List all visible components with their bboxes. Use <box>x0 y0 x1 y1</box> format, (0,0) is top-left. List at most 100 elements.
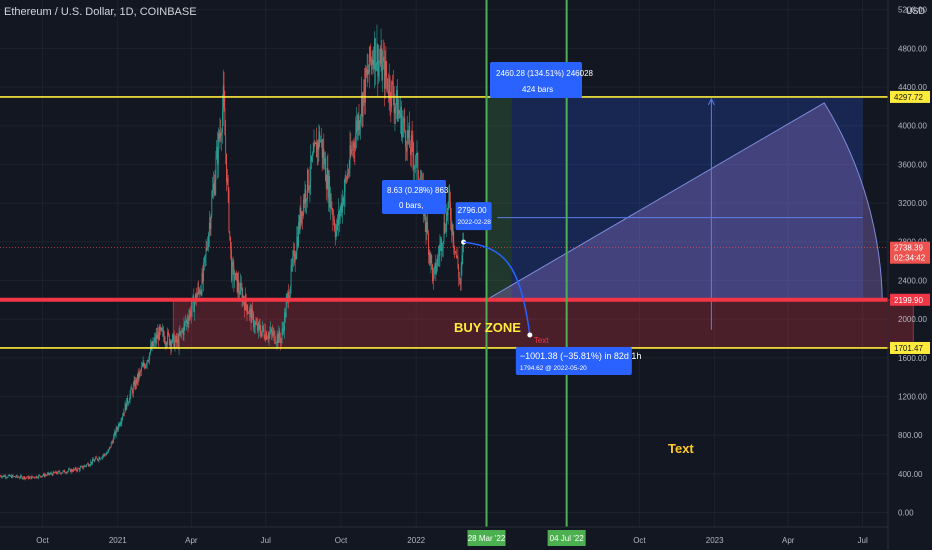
candle-body <box>30 476 32 479</box>
candle-body <box>76 470 78 471</box>
candle-body <box>383 56 385 89</box>
candle-body <box>108 449 110 452</box>
candle-body <box>282 328 284 329</box>
candle-body <box>446 212 447 232</box>
candle-body <box>78 468 79 469</box>
candle-body <box>75 467 77 471</box>
candle-body <box>164 342 166 344</box>
candle-body <box>114 432 116 436</box>
candle-body <box>238 280 240 291</box>
candle-body <box>230 236 231 250</box>
candle-body <box>379 60 380 63</box>
candle-body <box>280 338 281 343</box>
candle-body <box>416 153 418 156</box>
candle-body <box>279 330 281 339</box>
candle-body <box>222 109 223 134</box>
candle-body <box>392 84 394 101</box>
candle-body <box>24 476 25 479</box>
candle-body <box>455 251 457 256</box>
candle-body <box>285 302 287 317</box>
candle-body <box>96 458 98 460</box>
candle-body <box>92 459 94 461</box>
candle-body <box>11 475 13 478</box>
candle-body <box>277 334 279 343</box>
candle-body <box>117 429 119 430</box>
candle-body <box>189 310 191 317</box>
candle-body <box>124 403 126 413</box>
candle-body <box>27 476 29 478</box>
candle-body <box>235 272 236 280</box>
candle-body <box>195 293 196 302</box>
candle-body <box>301 211 303 223</box>
candle-body <box>450 220 452 232</box>
candles <box>0 24 465 481</box>
candle-body <box>452 224 454 242</box>
candle-body <box>258 322 260 326</box>
candle-body <box>395 104 397 108</box>
candle-body <box>141 367 142 372</box>
candle-body <box>224 107 226 136</box>
candle-body <box>232 262 234 266</box>
candle-body <box>33 477 35 478</box>
price-tick-label: 4800.00 <box>898 44 927 53</box>
candle-body <box>93 460 95 462</box>
candle-body <box>45 474 47 476</box>
candle-body <box>415 155 417 167</box>
candle-body <box>326 168 328 189</box>
candle-body <box>329 193 331 208</box>
candle-body <box>248 312 249 314</box>
candle-body <box>144 365 146 369</box>
candle-body <box>274 331 276 343</box>
price-tick-label: 800.00 <box>898 431 923 440</box>
candle-body <box>257 324 258 332</box>
candle-body <box>122 416 124 419</box>
candle-body <box>437 255 439 257</box>
candle-body <box>408 126 410 138</box>
candle-body <box>360 116 361 123</box>
candle-body <box>325 181 327 189</box>
vertical-line-tag-bg <box>467 530 506 546</box>
candle-body <box>172 333 174 335</box>
candle-body <box>183 323 185 336</box>
candle-body <box>398 109 400 114</box>
candle-body <box>386 76 388 79</box>
candle-body <box>143 363 145 366</box>
candle-body <box>120 422 122 424</box>
candle-body <box>369 46 370 73</box>
candle-body <box>17 476 19 478</box>
candle-body <box>83 465 85 468</box>
candle-body <box>88 465 90 467</box>
candle-body <box>337 220 339 226</box>
measure-blue-box <box>511 96 863 300</box>
candle-body <box>431 255 433 265</box>
candle-body <box>275 342 276 344</box>
candle-body <box>179 332 181 335</box>
candle-body <box>293 250 295 263</box>
candle-body <box>432 274 434 282</box>
candle-body <box>69 469 70 470</box>
candle-body <box>309 180 311 188</box>
candle-body <box>142 363 144 367</box>
candle-body <box>175 335 177 341</box>
candle-body <box>443 222 445 241</box>
candle-body <box>387 78 388 91</box>
candle-body <box>173 333 175 349</box>
candle-body <box>393 100 395 114</box>
candle-body <box>129 394 131 401</box>
candle-body <box>406 130 408 152</box>
candle-body <box>367 69 369 75</box>
candle-body <box>357 115 359 132</box>
price-tick-label: 5200.00 <box>898 6 927 15</box>
candle-body <box>3 475 5 477</box>
candle-body <box>100 458 102 459</box>
candle-body <box>190 309 192 317</box>
candle-body <box>302 199 304 216</box>
candle-body <box>350 145 352 154</box>
candle-body <box>87 463 89 467</box>
candle-body <box>405 131 406 147</box>
candle-body <box>199 291 201 294</box>
candle-body <box>22 478 24 479</box>
candle-body <box>295 254 297 260</box>
candle-body <box>134 380 136 388</box>
